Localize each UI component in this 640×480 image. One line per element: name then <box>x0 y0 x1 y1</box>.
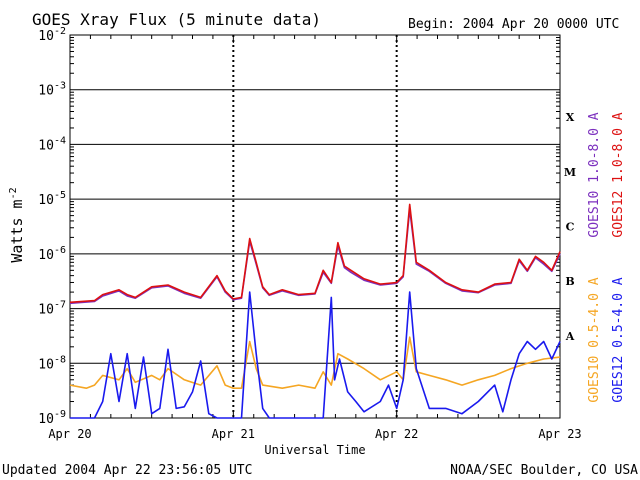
series-line <box>69 208 561 305</box>
y-tick-label: 10-8 <box>38 354 66 372</box>
y-axis-label-sup: -2 <box>8 187 19 199</box>
begin-label: Begin: 2004 Apr 20 0000 UTC <box>408 17 619 32</box>
footer-credit: NOAA/SEC Boulder, CO USA <box>450 463 638 478</box>
class-label: A <box>565 330 575 343</box>
svg-text:Watts m-2: Watts m-2 <box>8 187 26 262</box>
y-tick-label: 10-7 <box>38 300 66 318</box>
class-label: C <box>566 221 575 234</box>
class-label: M <box>564 166 576 179</box>
legend-entry: GOES10 0.5-4.0 A <box>587 277 602 402</box>
y-tick-label: 10-3 <box>38 81 66 99</box>
legend-entry: GOES12 0.5-4.0 A <box>611 277 626 402</box>
y-tick-label: 10-5 <box>38 190 66 208</box>
x-tick-label: Apr 23 <box>538 427 581 441</box>
footer-updated: Updated 2004 Apr 22 23:56:05 UTC <box>2 463 252 478</box>
legend-long-channel: GOES10 1.0-8.0 A GOES12 1.0-8.0 A <box>587 112 626 237</box>
series-layer <box>69 203 561 419</box>
x-tick-label: Apr 22 <box>375 427 418 441</box>
y-axis-label: Watts m-2 <box>8 187 26 262</box>
class-label: X <box>566 111 575 124</box>
legend-entry: GOES12 1.0-8.0 A <box>611 112 626 237</box>
legend-text: GOES10 0.5-4.0 A GOES12 0.5-4.0 A <box>587 277 626 402</box>
y-tick-label: 10-9 <box>38 409 66 427</box>
chart-title: GOES Xray Flux (5 minute data) <box>32 10 321 29</box>
y-tick-label: 10-4 <box>38 135 66 153</box>
class-label: B <box>565 275 574 288</box>
y-tick-label: 10-2 <box>38 26 66 44</box>
x-tick-label: Apr 21 <box>212 427 255 441</box>
legend-short-channel: GOES10 0.5-4.0 A GOES12 0.5-4.0 A <box>587 277 626 402</box>
series-line <box>70 291 561 419</box>
series-line <box>69 336 561 390</box>
y-tick-label: 10-6 <box>38 245 66 263</box>
x-axis-label: Universal Time <box>264 443 365 457</box>
legend-text: GOES10 1.0-8.0 A GOES12 1.0-8.0 A <box>587 112 626 237</box>
y-axis-label-text: Watts m <box>8 199 26 262</box>
series-line <box>69 203 561 304</box>
legend-entry: GOES10 1.0-8.0 A <box>587 112 602 237</box>
x-tick-label: Apr 20 <box>48 427 91 441</box>
